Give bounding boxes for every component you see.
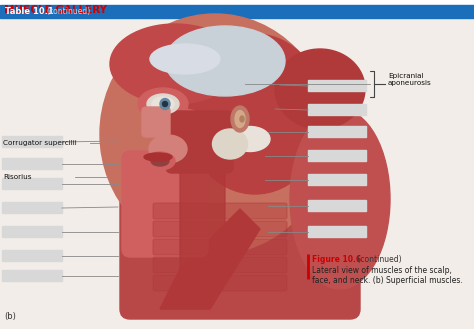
Bar	[2, 178, 62, 189]
FancyBboxPatch shape	[142, 107, 170, 137]
FancyBboxPatch shape	[166, 111, 233, 173]
Ellipse shape	[145, 152, 175, 170]
Ellipse shape	[290, 109, 390, 289]
Ellipse shape	[185, 34, 325, 194]
Text: (continued): (continued)	[355, 255, 401, 264]
Ellipse shape	[110, 24, 240, 104]
Text: Epicranial
aponeurosis: Epicranial aponeurosis	[388, 73, 432, 87]
Text: Table 10.1: Table 10.1	[5, 7, 54, 16]
Ellipse shape	[235, 111, 245, 128]
Bar	[2, 270, 62, 281]
Ellipse shape	[161, 109, 206, 139]
Ellipse shape	[151, 156, 169, 166]
Ellipse shape	[165, 26, 285, 96]
Bar	[308, 226, 366, 237]
Text: (b): (b)	[4, 312, 16, 321]
Ellipse shape	[231, 106, 249, 132]
Ellipse shape	[212, 129, 247, 159]
Text: Lateral view of muscles of the scalp,: Lateral view of muscles of the scalp,	[312, 266, 452, 275]
Bar	[2, 136, 62, 147]
Polygon shape	[160, 209, 260, 309]
Text: (continued): (continued)	[46, 7, 90, 16]
Bar	[308, 150, 366, 161]
Ellipse shape	[230, 126, 270, 151]
FancyBboxPatch shape	[122, 151, 208, 257]
Ellipse shape	[100, 14, 330, 254]
Ellipse shape	[147, 94, 179, 114]
FancyBboxPatch shape	[153, 221, 287, 237]
FancyBboxPatch shape	[153, 275, 287, 291]
FancyBboxPatch shape	[153, 257, 287, 273]
Bar	[2, 226, 62, 237]
Bar	[308, 104, 366, 115]
Text: face, and neck. (b) Superficial muscles.: face, and neck. (b) Superficial muscles.	[312, 276, 463, 285]
Ellipse shape	[160, 98, 170, 110]
Bar	[308, 174, 366, 185]
Text: MUSCLE GALLERY: MUSCLE GALLERY	[4, 5, 107, 15]
Bar	[308, 200, 366, 211]
Text: Figure 10.6: Figure 10.6	[312, 255, 361, 264]
Bar	[2, 250, 62, 261]
Bar	[0, 5, 474, 18]
Ellipse shape	[163, 102, 167, 107]
Ellipse shape	[140, 171, 170, 191]
Bar	[308, 126, 366, 137]
Bar	[308, 80, 366, 91]
Bar	[2, 202, 62, 213]
Ellipse shape	[144, 153, 172, 161]
Ellipse shape	[240, 116, 244, 122]
FancyBboxPatch shape	[120, 179, 360, 319]
Text: Corrugator supercilii: Corrugator supercilii	[3, 140, 77, 146]
Ellipse shape	[152, 97, 174, 111]
FancyBboxPatch shape	[153, 203, 287, 219]
Ellipse shape	[275, 49, 365, 129]
Ellipse shape	[149, 135, 187, 163]
Text: Risorius: Risorius	[3, 174, 31, 180]
Bar	[2, 158, 62, 169]
FancyBboxPatch shape	[180, 154, 225, 274]
FancyBboxPatch shape	[153, 239, 287, 255]
Ellipse shape	[150, 44, 220, 74]
Ellipse shape	[138, 88, 188, 120]
